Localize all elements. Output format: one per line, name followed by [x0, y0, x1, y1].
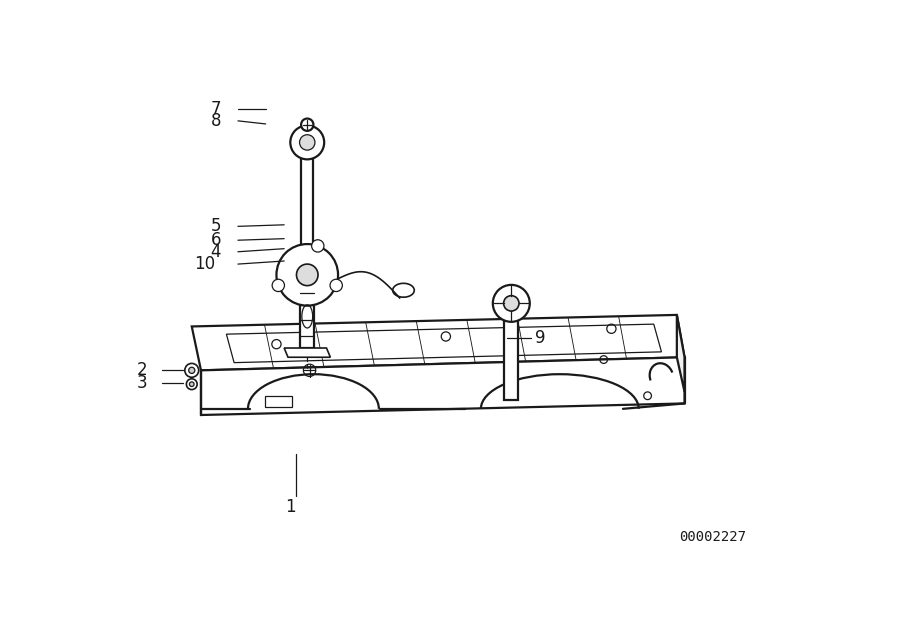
Circle shape — [330, 279, 342, 291]
Text: 00002227: 00002227 — [680, 530, 746, 544]
Text: 1: 1 — [285, 498, 296, 516]
Polygon shape — [504, 312, 518, 399]
Circle shape — [276, 244, 338, 305]
Circle shape — [300, 135, 315, 150]
Text: 2: 2 — [137, 361, 147, 379]
Text: 9: 9 — [536, 329, 546, 347]
Polygon shape — [265, 396, 292, 406]
Circle shape — [291, 126, 324, 159]
Polygon shape — [302, 144, 313, 264]
Text: 5: 5 — [211, 217, 221, 236]
Polygon shape — [301, 286, 314, 348]
Polygon shape — [201, 358, 685, 415]
Circle shape — [272, 279, 284, 291]
Circle shape — [189, 367, 194, 373]
Circle shape — [311, 240, 324, 252]
Circle shape — [504, 296, 519, 311]
Text: 8: 8 — [211, 112, 221, 130]
Text: 7: 7 — [211, 100, 221, 117]
Polygon shape — [677, 315, 685, 392]
Circle shape — [493, 285, 530, 322]
Circle shape — [189, 382, 194, 387]
Polygon shape — [284, 348, 330, 358]
Text: 3: 3 — [137, 373, 147, 392]
Polygon shape — [192, 315, 685, 370]
Text: 4: 4 — [211, 243, 221, 261]
Text: 6: 6 — [211, 231, 221, 249]
Circle shape — [186, 379, 197, 390]
Text: 10: 10 — [194, 255, 215, 273]
Circle shape — [302, 119, 313, 131]
Circle shape — [296, 264, 318, 286]
Circle shape — [184, 363, 199, 377]
